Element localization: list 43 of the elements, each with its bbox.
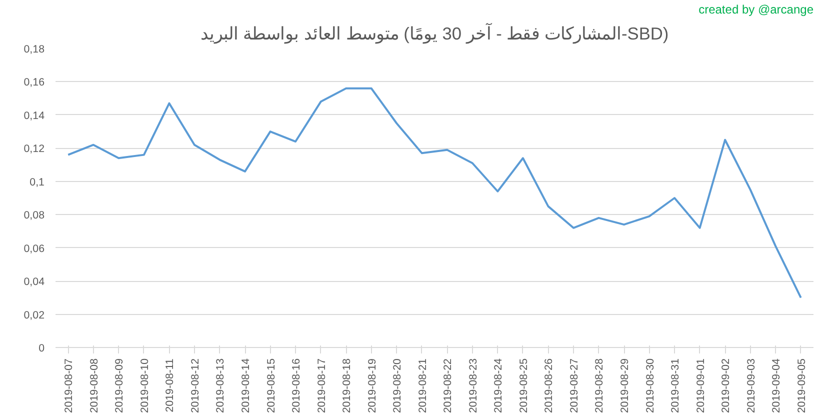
x-tick-label: 2019-09-01 (694, 358, 707, 414)
x-tick-label: 2019-08-10 (138, 358, 151, 414)
x-tick-label: 2019-08-11 (164, 358, 176, 412)
y-tick-label: 0,1 (30, 176, 45, 188)
x-tick-label: 2019-08-16 (290, 358, 303, 414)
x-tick-label: 2019-08-27 (568, 358, 580, 414)
x-tick-label: 2019-08-26 (543, 358, 556, 414)
x-tick-label: 2019-08-18 (341, 358, 354, 414)
x-tick-label: 2019-08-23 (467, 358, 480, 414)
x-tick-label: 2019-08-15 (265, 358, 278, 414)
y-tick-label: 0,06 (24, 242, 45, 255)
y-tick-label: 0,02 (24, 309, 45, 322)
x-tick-label: 2019-08-30 (644, 358, 656, 414)
line-series (67, 87, 802, 299)
y-tick-label: 0,12 (24, 143, 45, 156)
x-tick-label: 2019-09-04 (770, 358, 783, 414)
x-tick-label: 2019-08-17 (316, 358, 328, 414)
x-tick-label: 2019-08-24 (492, 358, 505, 414)
x-tick-label: 2019-08-12 (189, 358, 202, 414)
x-tick-label: 2019-08-29 (619, 358, 631, 414)
x-tick-label: 2019-08-21 (416, 358, 429, 414)
x-tick-label: 2019-08-14 (240, 358, 252, 414)
x-tick-label: 2019-08-22 (442, 358, 454, 414)
y-tick-label: 0 (38, 342, 45, 354)
x-tick-label: 2019-08-28 (594, 358, 606, 414)
x-tick-label: 2019-08-31 (670, 358, 682, 414)
x-tick-label: 2019-09-03 (745, 358, 758, 414)
x-tick-label: 2019-09-05 (796, 358, 808, 414)
text: created by @arcange (698, 2, 814, 16)
x-tick-label: 2019-08-09 (114, 358, 126, 414)
x-tick-label: 2019-08-25 (518, 358, 530, 414)
y-tick-label: 0,08 (24, 210, 45, 222)
y-tick-label: 0,04 (24, 276, 45, 288)
x-tick-label: 2019-09-02 (720, 358, 732, 414)
chart-title: متوسط العائد بواسطة البريد (المشاركات فقط - آخر 30 يومًا-SBD) (200, 22, 669, 44)
x-tick-label: 2019-08-08 (88, 358, 100, 414)
x-tick-label: 2019-08-20 (392, 358, 404, 414)
y-tick-label: 0,18 (24, 44, 45, 56)
x-tick-label: 2019-08-13 (214, 358, 227, 414)
y-tick-label: 0,14 (24, 110, 45, 122)
x-tick-label: 2019-08-19 (366, 358, 378, 414)
y-tick-label: 0,16 (24, 76, 45, 89)
x-tick-label: 2019-08-07 (63, 358, 76, 414)
